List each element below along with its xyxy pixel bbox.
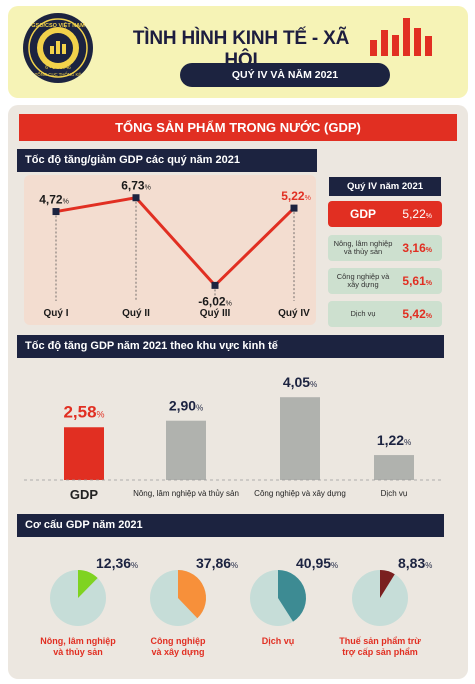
pie-slice	[278, 570, 306, 622]
page-subtitle: QUÝ IV VÀ NĂM 2021	[180, 63, 390, 87]
bar-value-label: 2,90%	[169, 398, 203, 414]
bar-category-label: Công nghiệp và xây dựng	[254, 489, 346, 498]
quarterly-line-chart: 4,72% Quý I 6,73% Quý II -6,02%Quý III 5,22% Q…	[39, 179, 311, 319]
sector-section-title: Tốc độ tăng GDP năm 2021 theo khu vực ki…	[17, 335, 444, 358]
pie-value-label: 12,36%	[96, 555, 138, 571]
q4-row-label: Công nghiệp và xây dựng	[336, 272, 390, 289]
gdp-banner-title: TỔNG SẢN PHẨM TRONG NƯỚC (GDP)	[19, 114, 457, 141]
pie-category-label: Nông, lâm nghiệp và thủy sản	[40, 636, 116, 657]
q4-row-gdp: GDP 5,22%	[328, 201, 442, 227]
pie-category-label: Thuế sản phẩm trừ trợ cấp sản phẩm	[339, 636, 421, 657]
x-tick-label: Quý I	[43, 308, 68, 319]
q4-row-value: 5,42%	[402, 307, 432, 321]
q4-row-value: 5,61%	[402, 274, 432, 288]
data-label: 6,73%	[121, 179, 151, 193]
structure-pie-area: 12,36% Nông, lâm nghiệp và thủy sản 37,86% C…	[24, 540, 444, 676]
q4-row-industry: Công nghiệp và xây dựng 5,61%	[328, 268, 442, 294]
q4-row-label: Nông, lâm nghiệp và thủy sản	[333, 239, 393, 256]
pie-category-label: Dịch vụ	[262, 636, 295, 646]
bar-category-label: Nông, lâm nghiệp và thủy sản	[133, 489, 239, 498]
data-label: 4,72%	[39, 193, 69, 207]
data-point-marker	[132, 194, 140, 202]
logo-date-text: 6 - 5 - 1946	[45, 65, 71, 71]
bar	[280, 397, 320, 480]
quarterly-line-chart-box: 4,72% Quý I 6,73% Quý II -6,02% Quý III 5,22% Q…	[24, 175, 316, 325]
data-label: -6,02%	[198, 294, 232, 308]
logo-bottom-text: TỔNG CỤC THỐNG KÊ	[35, 72, 82, 77]
bar	[374, 455, 414, 480]
pie-slice	[380, 570, 395, 598]
bar	[166, 420, 206, 480]
q4-row-label: Dịch vụ	[350, 309, 376, 318]
pie-value-label: 40,95%	[296, 555, 338, 571]
bar-value-label: 2,58%	[63, 402, 104, 421]
sector-bar-chart: 2,58% GDP 2,90% Nông, lâm nghiệp và thủy sả…	[24, 374, 444, 502]
pie-slice	[78, 570, 98, 598]
x-tick-label: Quý II	[122, 308, 150, 319]
data-point-marker	[52, 208, 60, 216]
q4-box-header: Quý IV năm 2021	[329, 177, 441, 196]
bar-category-label: GDP	[70, 487, 99, 502]
pie-slice	[178, 570, 206, 619]
structure-section-title: Cơ cấu GDP năm 2021	[17, 514, 444, 537]
gdp-series-line	[55, 196, 296, 288]
pie-category-label: Công nghiệp và xây dựng	[151, 636, 206, 657]
data-point-marker	[211, 281, 219, 289]
data-label: 5,22%	[281, 189, 311, 203]
bar-category-label: Dịch vụ	[381, 489, 408, 498]
pie-value-label: 37,86%	[196, 555, 238, 571]
logo-top-text: GSO/CSO VIỆT NAM	[31, 21, 85, 29]
quarterly-section-title: Tốc độ tăng/giảm GDP các quý năm 2021	[17, 149, 317, 172]
bar	[64, 427, 104, 480]
bar-chart-icon	[370, 18, 432, 56]
q4-row-agriculture: Nông, lâm nghiệp và thủy sản 3,16%	[328, 235, 442, 261]
bar-value-label: 4,05%	[283, 374, 317, 390]
q4-row-label: GDP	[349, 207, 376, 221]
sector-bar-chart-area: 2,58% GDP 2,90% Nông, lâm nghiệp và thủy sả…	[24, 360, 444, 510]
gso-logo: GSO/CSO VIỆT NAM 6 - 5 - 1946 TỔNG CỤC T…	[23, 13, 93, 83]
q4-row-services: Dịch vụ 5,42%	[328, 301, 442, 327]
pie-value-label: 8,83%	[398, 555, 432, 571]
q4-row-value: 5,22%	[402, 207, 432, 221]
q4-row-value: 3,16%	[402, 241, 432, 255]
x-tick-label: Quý IV	[278, 308, 310, 319]
data-point-marker	[290, 204, 298, 212]
x-tick-label: Quý III	[200, 308, 231, 319]
structure-pie-charts: 12,36% Nông, lâm nghiệp và thủy sản 37,86% C…	[40, 555, 432, 657]
bar-value-label: 1,22%	[377, 432, 411, 448]
